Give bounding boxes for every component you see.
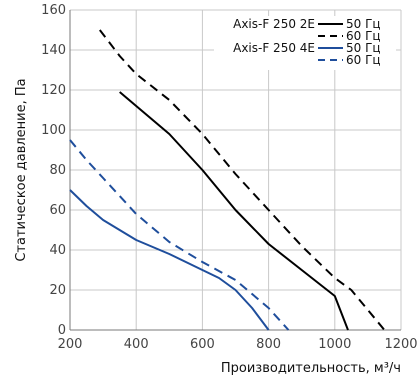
- x-tick-label: 400: [124, 337, 149, 352]
- axes: [69, 10, 401, 331]
- legend-entry-label: 50 Гц: [346, 17, 381, 31]
- y-tick-label: 100: [41, 123, 66, 138]
- x-tick-labels: 200 400 600 800 1000 1200: [58, 337, 418, 352]
- series-axis-f-250-2e-60hz: [99, 29, 386, 331]
- y-tick-label: 160: [41, 3, 66, 18]
- y-axis-title: Статическое давление, Па: [14, 78, 29, 261]
- legend-entry-label: 60 Гц: [346, 29, 381, 43]
- y-tick-label: 60: [49, 203, 66, 218]
- series-axis-f-250-2e-50hz: [119, 91, 349, 331]
- y-tick-label: 40: [49, 243, 66, 258]
- grid: [69, 9, 402, 331]
- y-tick-label: 20: [49, 283, 66, 298]
- y-tick-label: 120: [41, 83, 66, 98]
- legend-model-label: Axis-F 250 4E: [233, 41, 315, 55]
- x-tick-label: 1200: [384, 337, 417, 352]
- x-axis-title: Производительность, м³/ч: [221, 361, 401, 376]
- x-tick-label: 600: [190, 337, 215, 352]
- legend-model-label: Axis-F 250 2E: [233, 17, 315, 31]
- y-tick-label: 80: [49, 163, 66, 178]
- x-tick-label: 1000: [318, 337, 351, 352]
- x-tick-label: 800: [256, 337, 281, 352]
- series-axis-f-250-4e-60hz: [69, 139, 290, 331]
- series-axis-f-250-4e-50hz: [69, 189, 270, 331]
- legend-entry-label: 60 Гц: [346, 53, 381, 67]
- x-tick-label: 200: [58, 337, 83, 352]
- series-lines: [69, 29, 386, 331]
- legend-entry-label: 50 Гц: [346, 41, 381, 55]
- y-tick-labels: 0 20 40 60 80 100 120 140 160: [41, 3, 66, 338]
- legend-background: [214, 16, 396, 70]
- y-tick-label: 0: [58, 323, 66, 338]
- y-tick-label: 140: [41, 43, 66, 58]
